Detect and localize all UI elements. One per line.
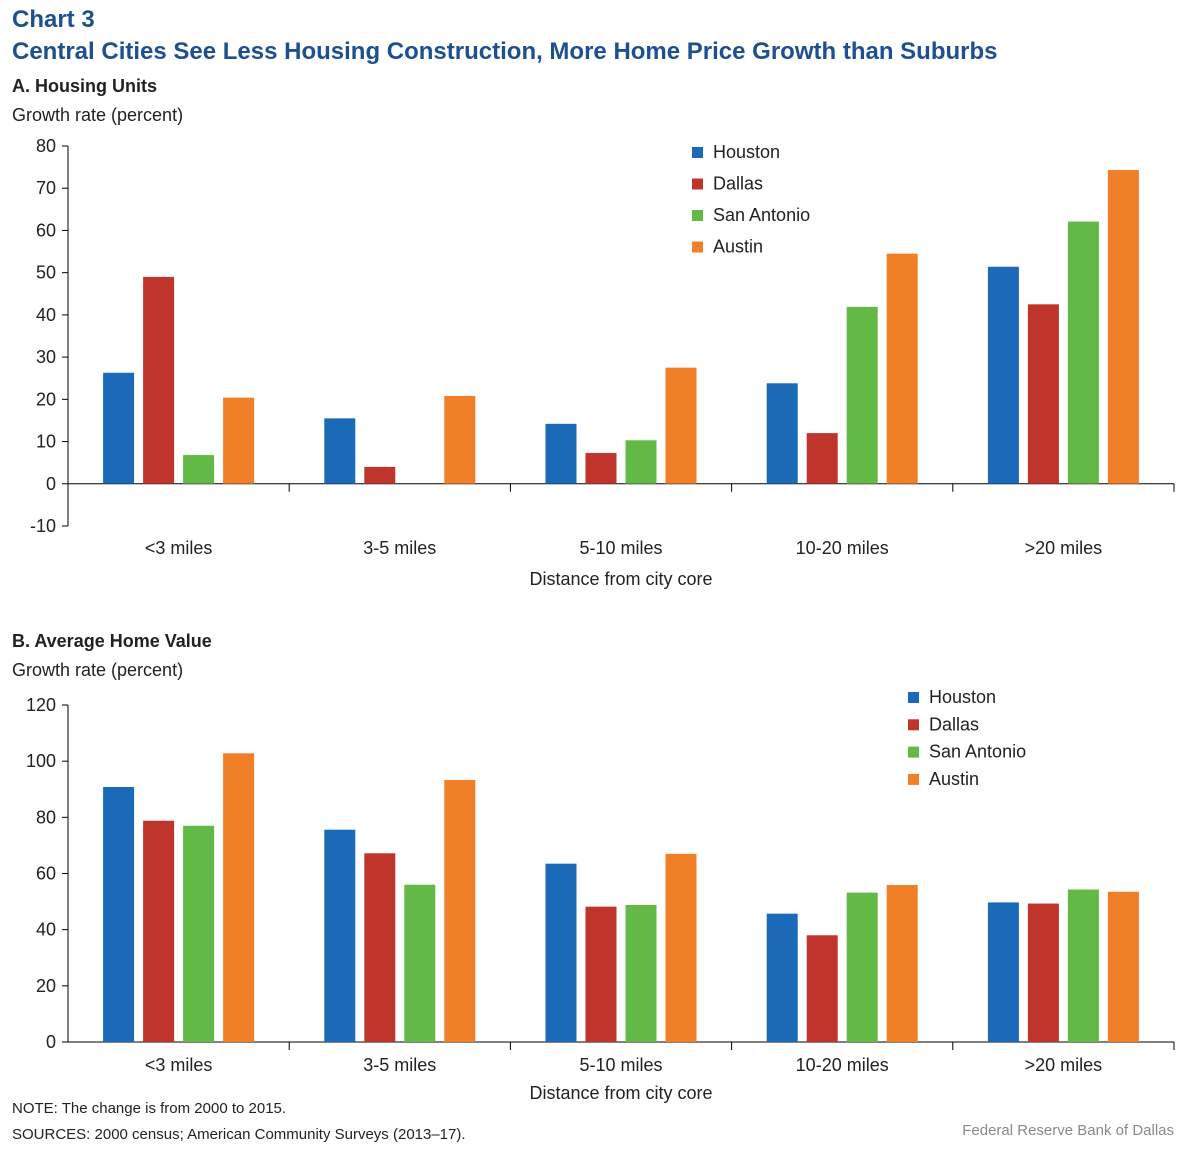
- y-tick-label: 30: [36, 347, 56, 367]
- bar-houston-3-5-miles: [324, 418, 356, 484]
- legend-swatch-houston: [692, 147, 703, 158]
- bar-dallas-10-20-miles: [806, 935, 838, 1042]
- y-tick-label: 20: [36, 976, 56, 996]
- bar-austin-lt-3-miles: [223, 397, 255, 484]
- home-value-chart: 0 20 40 60 80 100 120 <3 miles 3-5 miles 5-10 mil…: [26, 690, 1175, 1103]
- bar-austin-5-10-miles: [665, 853, 697, 1042]
- y-tick-label: 60: [36, 220, 56, 240]
- y-tick-label: 0: [46, 1032, 56, 1052]
- legend-label-san-antonio: San Antonio: [929, 742, 1026, 762]
- y-tick-label: 70: [36, 178, 56, 198]
- chart-number: Chart 3: [12, 6, 95, 33]
- bar-austin-lt-3-miles: [223, 753, 255, 1042]
- y-tick-label: 40: [36, 920, 56, 940]
- y-tick-label: 80: [36, 136, 56, 156]
- y-tick-label: 100: [26, 751, 56, 771]
- y-tick-label: 20: [36, 389, 56, 409]
- legend-label-dallas: Dallas: [713, 174, 763, 194]
- bar-houston-lt-3-miles: [103, 787, 135, 1042]
- x-tick-label: 3-5 miles: [363, 538, 436, 558]
- bar-austin-5-10-miles: [665, 367, 697, 484]
- legend-swatch-austin: [692, 241, 703, 253]
- bar-houston-lt-3-miles: [103, 372, 135, 484]
- legend-label-austin: Austin: [929, 769, 979, 789]
- legend-label-houston: Houston: [713, 142, 780, 162]
- sources-text: SOURCES: 2000 census; American Community…: [12, 1126, 466, 1143]
- bar-san-antonio-10-20-miles: [846, 306, 878, 484]
- x-tick-label: 5-10 miles: [579, 1055, 662, 1075]
- bar-houston-10-20-miles: [766, 383, 798, 484]
- note-text: NOTE: The change is from 2000 to 2015.: [12, 1100, 287, 1117]
- legend-swatch-dallas: [908, 719, 919, 731]
- x-axis-title: Distance from city core: [529, 1083, 712, 1103]
- bar-san-antonio-5-10-miles: [625, 440, 657, 484]
- bar-san-antonio-gt-20-miles: [1067, 889, 1099, 1042]
- bar-dallas-5-10-miles: [585, 906, 617, 1042]
- bar-houston-5-10-miles: [545, 423, 577, 484]
- bar-san-antonio-3-5-miles: [404, 884, 436, 1042]
- legend-swatch-dallas: [692, 178, 703, 190]
- bar-dallas-5-10-miles: [585, 452, 617, 484]
- y-tick-label: 60: [36, 864, 56, 884]
- bar-austin-10-20-miles: [886, 885, 918, 1042]
- y-tick-label: 80: [36, 807, 56, 827]
- panel-b-ylabel: Growth rate (percent): [12, 660, 184, 680]
- x-tick-label: >20 miles: [1025, 538, 1103, 558]
- bar-austin-gt-20-miles: [1107, 891, 1139, 1042]
- panel-b-title: B. Average Home Value: [12, 631, 212, 651]
- x-tick-label: <3 miles: [145, 1055, 213, 1075]
- bar-houston-5-10-miles: [545, 863, 577, 1042]
- y-tick-label: 120: [26, 695, 56, 715]
- bar-houston-gt-20-miles: [987, 902, 1019, 1042]
- bar-san-antonio-5-10-miles: [625, 904, 657, 1042]
- bar-houston-10-20-miles: [766, 913, 798, 1042]
- x-tick-label: <3 miles: [145, 538, 213, 558]
- x-tick-label: 10-20 miles: [796, 1055, 889, 1075]
- bar-dallas-3-5-miles: [364, 853, 396, 1042]
- legend-swatch-san-antonio: [908, 746, 919, 758]
- bar-houston-gt-20-miles: [987, 266, 1019, 484]
- bar-dallas-lt-3-miles: [143, 820, 175, 1042]
- y-tick-label: 0: [46, 474, 56, 494]
- y-tick-label: 40: [36, 305, 56, 325]
- legend-swatch-houston: [908, 692, 919, 703]
- x-tick-label: 3-5 miles: [363, 1055, 436, 1075]
- bar-dallas-3-5-miles: [364, 466, 396, 484]
- x-tick-label: >20 miles: [1025, 1055, 1103, 1075]
- bar-san-antonio-gt-20-miles: [1067, 221, 1099, 484]
- legend-label-dallas: Dallas: [929, 714, 979, 734]
- bar-austin-10-20-miles: [886, 253, 918, 484]
- bar-austin-3-5-miles: [444, 779, 476, 1042]
- bar-san-antonio-lt-3-miles: [183, 825, 215, 1042]
- bar-austin-3-5-miles: [444, 395, 476, 484]
- bar-dallas-gt-20-miles: [1027, 304, 1059, 484]
- bar-san-antonio-lt-3-miles: [183, 455, 215, 484]
- bar-dallas-lt-3-miles: [143, 276, 175, 484]
- y-tick-label: 50: [36, 263, 56, 283]
- x-tick-label: 10-20 miles: [796, 538, 889, 558]
- legend-label-houston: Houston: [929, 690, 996, 707]
- legend-label-austin: Austin: [713, 237, 763, 257]
- bar-san-antonio-10-20-miles: [846, 892, 878, 1042]
- bar-houston-3-5-miles: [324, 829, 356, 1042]
- panel-a-title: A. Housing Units: [12, 76, 157, 96]
- credit-text: Federal Reserve Bank of Dallas: [962, 1122, 1174, 1139]
- bar-dallas-10-20-miles: [806, 433, 838, 484]
- legend-label-san-antonio: San Antonio: [713, 205, 810, 225]
- panel-a-ylabel: Growth rate (percent): [12, 105, 184, 125]
- chart-title: Central Cities See Less Housing Construc…: [12, 38, 998, 65]
- y-tick-label: 10: [36, 432, 56, 452]
- bar-dallas-gt-20-miles: [1027, 903, 1059, 1042]
- x-tick-label: 5-10 miles: [579, 538, 662, 558]
- legend-swatch-san-antonio: [692, 210, 703, 221]
- bar-austin-gt-20-miles: [1107, 170, 1139, 484]
- legend-swatch-austin: [908, 773, 919, 785]
- y-tick-label: -10: [30, 516, 56, 536]
- x-axis-title: Distance from city core: [529, 569, 712, 589]
- housing-units-chart: -10 0 10 20 30 40 50 60 70 80 <3 miles 3-5 miles 5-1…: [30, 136, 1175, 589]
